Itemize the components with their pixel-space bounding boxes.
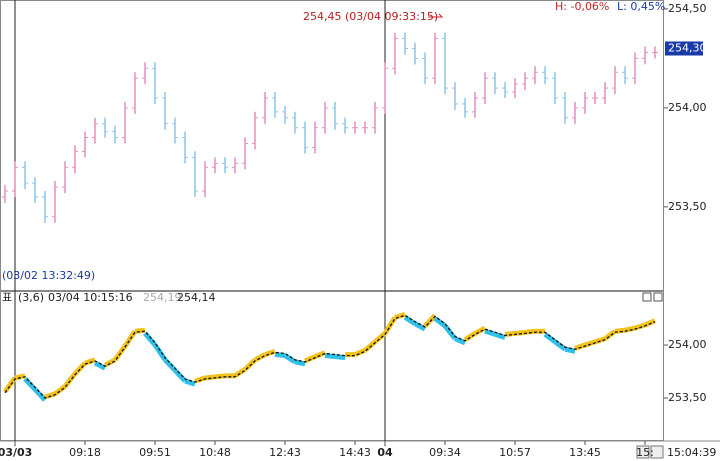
last-price-box (665, 41, 703, 56)
indicator-segment (264, 349, 276, 357)
indicator-segment (543, 332, 557, 344)
x-tick-label: 13:45 (569, 446, 601, 459)
start-label: (03/02 13:32:49) (2, 269, 95, 282)
indicator-segment (394, 311, 406, 320)
annotation-arrow (428, 13, 444, 18)
indicator-segment (44, 391, 56, 400)
annotation: 254,45 (03/04 09:33:15) (303, 10, 438, 23)
indicator-segment (14, 373, 26, 381)
x-tick-label: 15: (636, 446, 654, 459)
indicator-segment (403, 315, 417, 326)
x-tick-label: 09:51 (139, 446, 171, 459)
x-tick-label: 03/03 (0, 446, 32, 459)
indicator-segment (363, 339, 377, 353)
indicator-segment (73, 361, 87, 376)
indicator-segment (594, 336, 606, 345)
indicator-segment (184, 378, 196, 387)
y-tick-label: 253,50 (668, 200, 707, 213)
indicator-segment (454, 336, 466, 346)
indicator-segment (443, 324, 457, 341)
indicator-segment (143, 331, 157, 347)
indicator-segment (494, 331, 506, 340)
indicator-segment (603, 329, 617, 341)
indicator-segment (413, 321, 427, 332)
indicator-segment (473, 325, 487, 336)
indicator-segment (324, 353, 336, 360)
indicator-segment (243, 358, 257, 372)
indicator-params: (3,6) (18, 291, 44, 304)
indicator-segment (574, 342, 586, 351)
low-label: L: 0,45% (617, 0, 665, 13)
indicator-segment (152, 343, 168, 362)
x-tick-label: 10:48 (199, 446, 231, 459)
indicator-segment (354, 348, 366, 357)
indicator-line (4, 314, 656, 399)
indicator-segment (84, 357, 96, 366)
indicator-segment (514, 329, 526, 336)
indicator-segment (484, 328, 496, 337)
x-tick-label: 09:34 (429, 446, 461, 459)
indicator-segment (93, 360, 107, 371)
y-tick-label: 253,50 (668, 391, 707, 404)
zoom-button[interactable] (650, 445, 664, 459)
indicator-segment (304, 354, 316, 364)
indicator-segment (2, 376, 18, 394)
indicator-segment (23, 377, 37, 392)
indicator-segment (204, 374, 216, 381)
indicator-segment (433, 316, 447, 328)
indicator-segment (524, 328, 536, 335)
y-tick-label: 254,00 (668, 101, 707, 114)
indicator-segment (253, 352, 267, 363)
indicator-segment (53, 384, 67, 396)
indicator-value: 254,19 (143, 291, 182, 304)
indicator-segment (564, 346, 576, 354)
indicator-segment (624, 325, 636, 333)
indicator-segment (334, 354, 346, 361)
indicator-segment (373, 331, 387, 344)
indicator-segment (173, 368, 187, 383)
close-button[interactable] (653, 292, 663, 302)
minimize-button[interactable] (642, 292, 652, 302)
indicator-segment (584, 339, 596, 348)
indicator-segment (423, 313, 437, 328)
indicator-segment (283, 353, 297, 364)
indicator-segment (33, 387, 47, 402)
indicator-segment (194, 375, 206, 384)
price-panel (0, 0, 664, 291)
indicator-segment (134, 327, 146, 334)
indicator-segment (214, 373, 226, 380)
indicator-segment (463, 331, 477, 342)
indicator-segment (553, 339, 567, 352)
indicator-segment (233, 367, 247, 378)
y-tick-label: 254,50 (668, 2, 707, 15)
indicator-segment (274, 351, 286, 358)
x-tick-label: 14:43 (339, 446, 371, 459)
indicator-segment (504, 330, 516, 337)
indicator-segment (103, 357, 117, 368)
y-tick-label: 254,00 (668, 338, 707, 351)
indicator-value: 254,14 (177, 291, 216, 304)
x-tick-label: 12:43 (269, 446, 301, 459)
indicator-segment (314, 350, 326, 360)
indicator-segment (644, 318, 656, 328)
clock: 15:04:39 (667, 446, 716, 459)
x-tick-label: 10:57 (499, 446, 531, 459)
indicator-icon: 표 (2, 291, 12, 304)
high-label: H: -0,06% (555, 0, 609, 13)
indicator-segment (614, 327, 626, 334)
last-price-label: 254,30 (668, 41, 707, 54)
indicator-segment (163, 358, 177, 373)
indicator-segment (634, 322, 646, 331)
x-tick-label: 04 (377, 446, 393, 459)
draw-button[interactable] (636, 445, 650, 459)
indicator-time: 03/04 10:15:16 (48, 291, 133, 304)
x-tick-label: 09:18 (69, 446, 101, 459)
indicator-segment (294, 359, 306, 367)
